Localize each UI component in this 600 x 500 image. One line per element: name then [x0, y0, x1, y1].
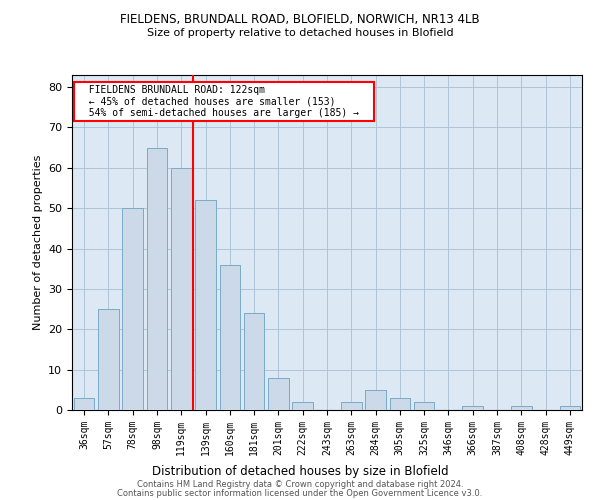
Text: Size of property relative to detached houses in Blofield: Size of property relative to detached ho… — [146, 28, 454, 38]
Bar — [389, 398, 410, 410]
Bar — [195, 200, 216, 410]
Text: Contains public sector information licensed under the Open Government Licence v3: Contains public sector information licen… — [118, 488, 482, 498]
Bar — [171, 168, 191, 410]
Bar — [220, 264, 240, 410]
Bar — [244, 313, 265, 410]
Bar — [511, 406, 532, 410]
Bar — [463, 406, 483, 410]
Text: Distribution of detached houses by size in Blofield: Distribution of detached houses by size … — [152, 464, 448, 477]
Bar — [341, 402, 362, 410]
Bar — [365, 390, 386, 410]
Text: FIELDENS, BRUNDALL ROAD, BLOFIELD, NORWICH, NR13 4LB: FIELDENS, BRUNDALL ROAD, BLOFIELD, NORWI… — [120, 12, 480, 26]
Bar — [414, 402, 434, 410]
Y-axis label: Number of detached properties: Number of detached properties — [32, 155, 43, 330]
Text: FIELDENS BRUNDALL ROAD: 122sqm  
  ← 45% of detached houses are smaller (153)  
: FIELDENS BRUNDALL ROAD: 122sqm ← 45% of … — [77, 85, 371, 118]
Bar — [122, 208, 143, 410]
Bar — [98, 309, 119, 410]
Bar — [74, 398, 94, 410]
Bar — [146, 148, 167, 410]
Bar — [560, 406, 580, 410]
Text: Contains HM Land Registry data © Crown copyright and database right 2024.: Contains HM Land Registry data © Crown c… — [137, 480, 463, 489]
Bar — [292, 402, 313, 410]
Bar — [268, 378, 289, 410]
